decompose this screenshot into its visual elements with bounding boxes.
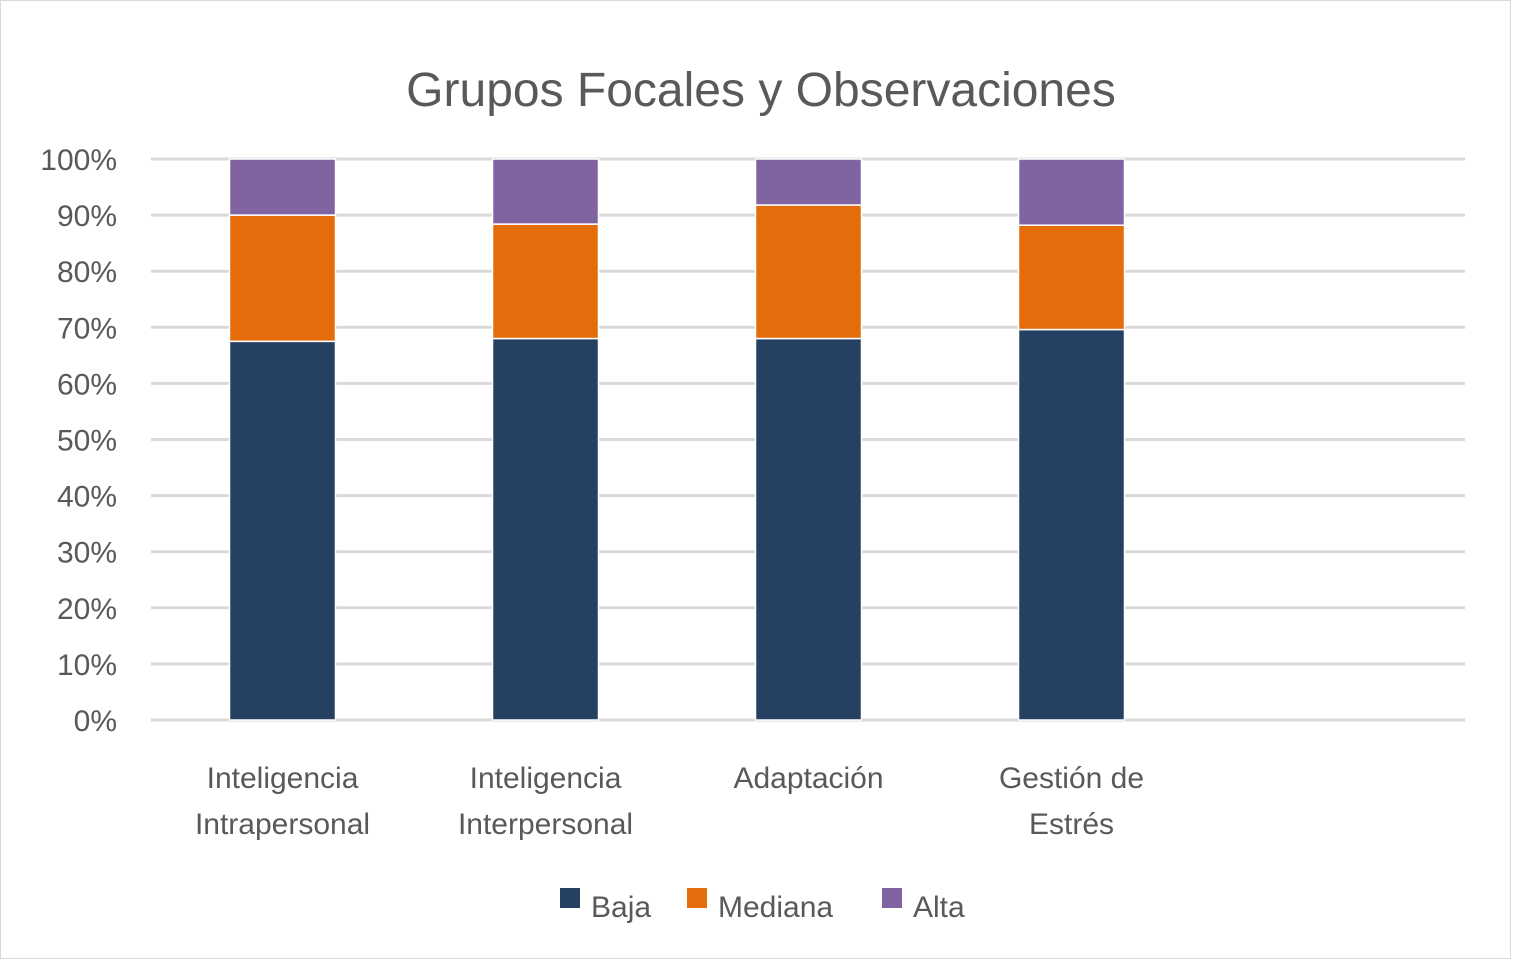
- bar-segment-alta: [1017, 158, 1126, 226]
- x-category-label: Inteligencia: [470, 762, 622, 795]
- y-tick-label: 0%: [74, 705, 117, 738]
- y-tick-label: 100%: [40, 144, 117, 177]
- bar-segment-alta: [491, 158, 600, 225]
- x-category-label: Estrés: [1029, 808, 1114, 841]
- y-tick-label: 90%: [57, 200, 117, 233]
- y-tick-label: 60%: [57, 368, 117, 401]
- bar-segment-baja: [491, 337, 600, 721]
- legend-label-alta: Alta: [913, 891, 965, 924]
- legend: Baja Mediana Alta: [560, 888, 965, 924]
- x-category-label: Gestión de: [999, 762, 1144, 795]
- chart-title: Grupos Focales y Observaciones: [406, 64, 1116, 117]
- x-category-label: Interpersonal: [458, 808, 633, 841]
- bar-segment-baja: [228, 340, 337, 721]
- x-category-label: Adaptación: [733, 762, 883, 795]
- legend-label-baja: Baja: [591, 891, 651, 924]
- bar-segment-mediana: [754, 204, 863, 340]
- legend-swatch-baja: [560, 888, 580, 908]
- y-tick-label: 20%: [57, 593, 117, 626]
- x-category-label: Intrapersonal: [195, 808, 370, 841]
- bar-segment-mediana: [228, 214, 337, 343]
- legend-label-mediana: Mediana: [718, 891, 833, 924]
- y-tick-label: 40%: [57, 481, 117, 514]
- legend-swatch-mediana: [687, 888, 707, 908]
- legend-swatch-alta: [882, 888, 902, 908]
- bar-segment-alta: [228, 158, 337, 216]
- y-tick-label: 10%: [57, 649, 117, 682]
- x-category-label: Inteligencia: [207, 762, 359, 795]
- bar-segment-mediana: [491, 223, 600, 340]
- y-tick-label: 50%: [57, 425, 117, 458]
- bar-segment-baja: [754, 337, 863, 721]
- y-axis-tick-labels: 0% 10% 20% 30% 40% 50% 60% 70% 80% 90% 100%: [40, 144, 117, 738]
- bar-segment-mediana: [1017, 224, 1126, 331]
- x-axis-category-labels: Inteligencia Intrapersonal Inteligencia Int…: [195, 762, 1144, 841]
- bar-segment-baja: [1017, 328, 1126, 721]
- bars: [228, 158, 1126, 721]
- bar-segment-alta: [754, 158, 863, 206]
- y-tick-label: 70%: [57, 312, 117, 345]
- y-tick-label: 80%: [57, 256, 117, 289]
- y-tick-label: 30%: [57, 537, 117, 570]
